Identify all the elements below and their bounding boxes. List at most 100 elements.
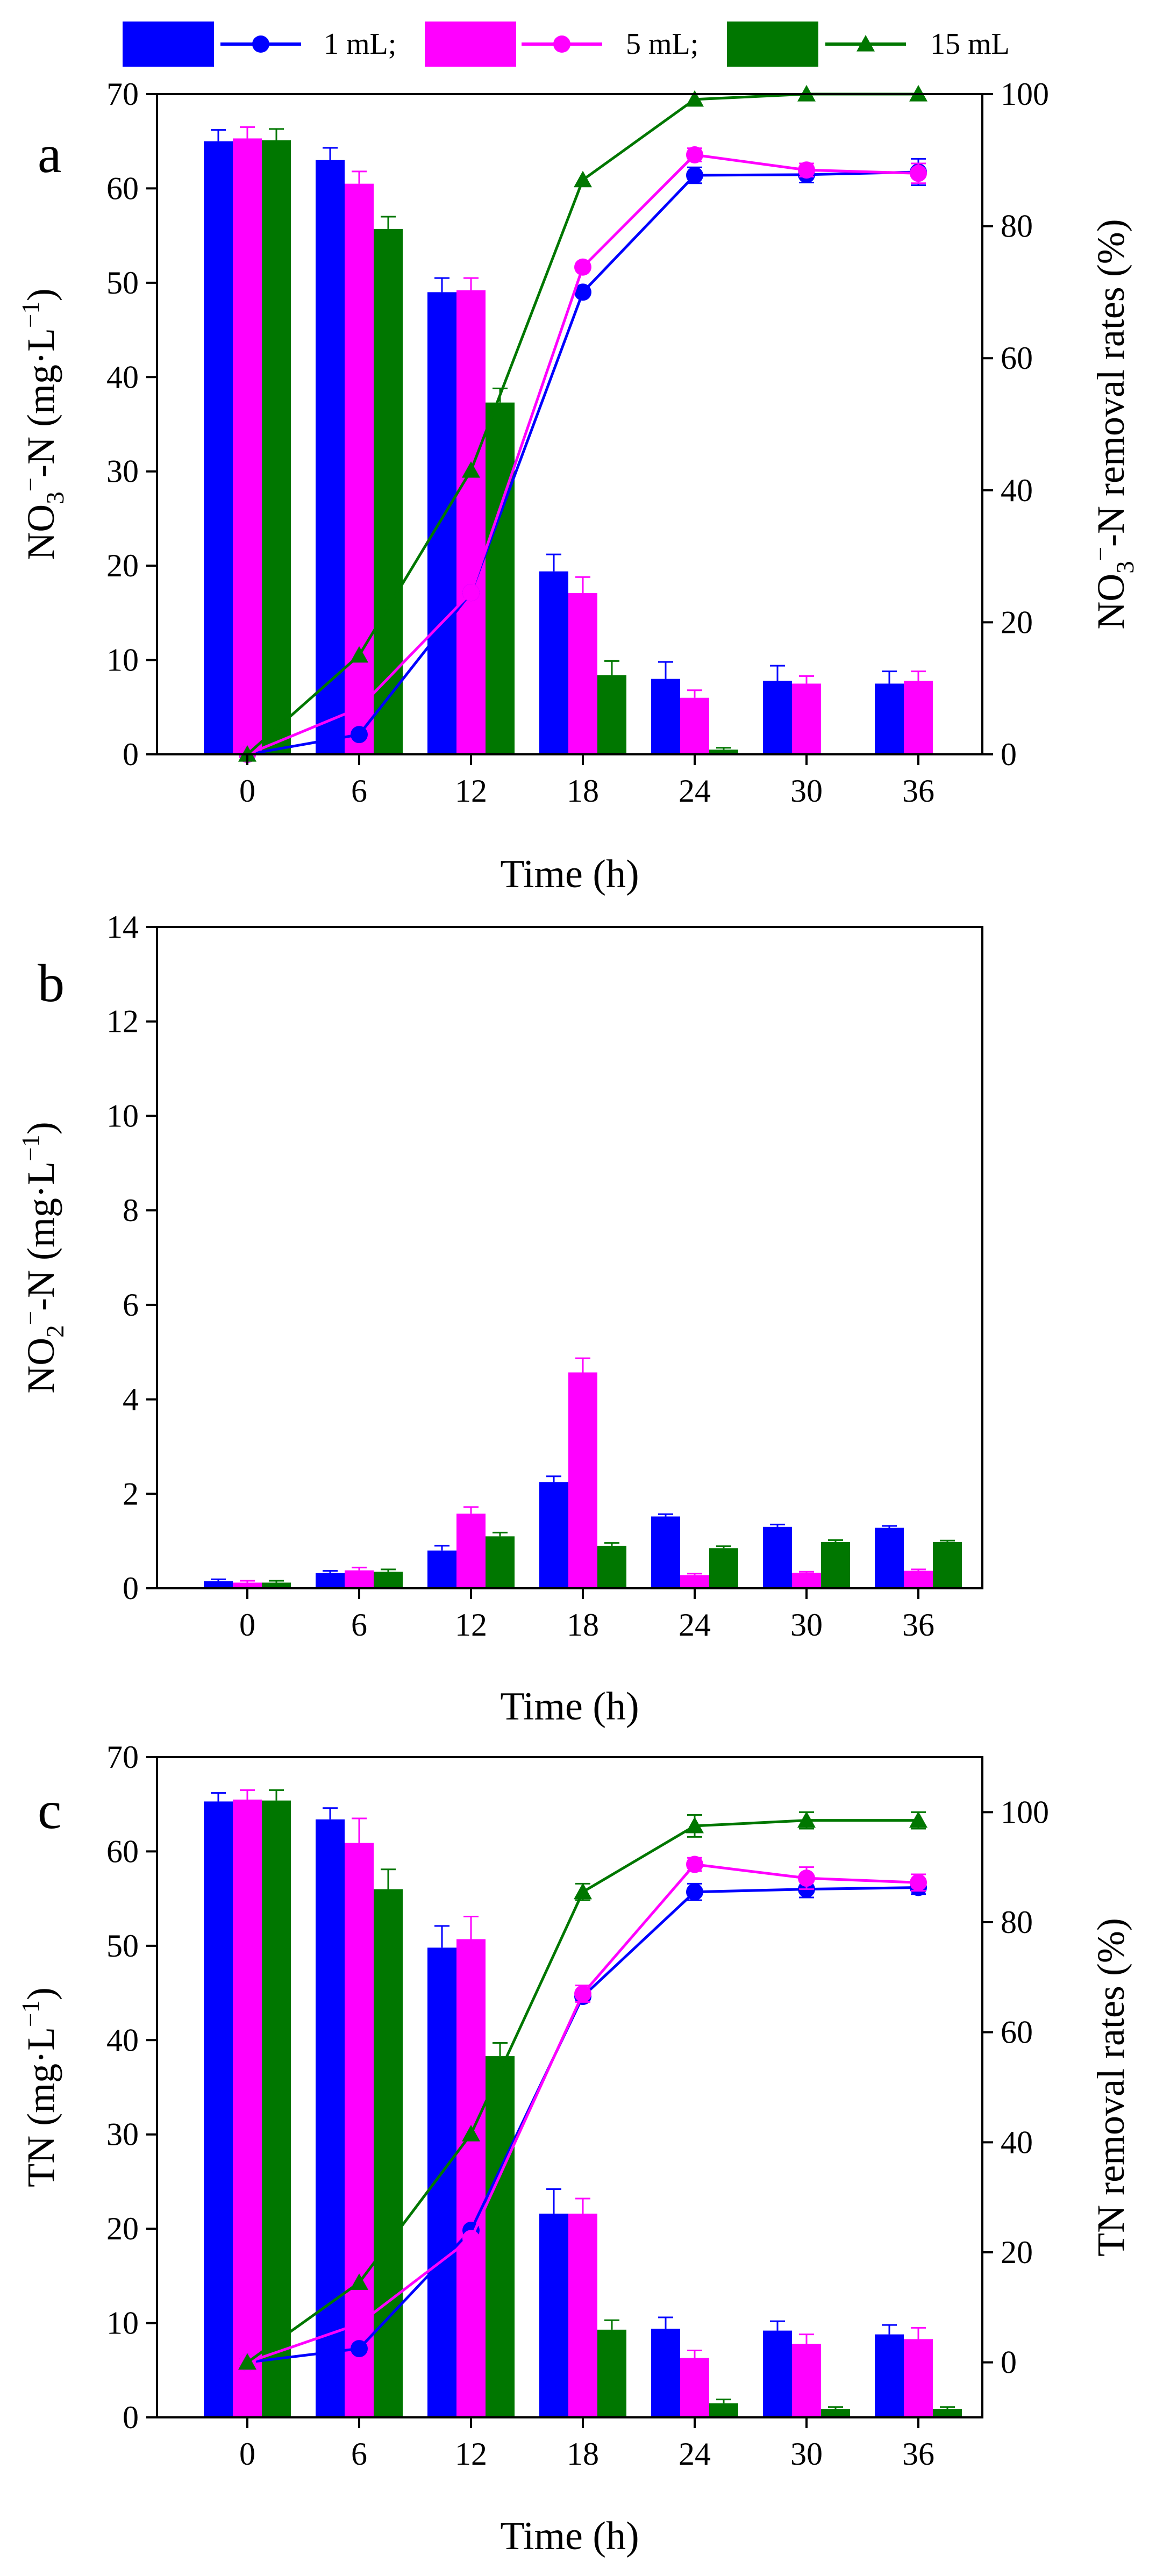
panel-letter: b [38, 953, 65, 1013]
x-tick-label: 12 [455, 1607, 487, 1643]
bar-series-3 [262, 1531, 962, 1588]
y-tick-label: 50 [106, 1928, 139, 1964]
x-tick-label: 36 [902, 1607, 934, 1643]
data-point [686, 1883, 703, 1901]
bar [568, 1372, 597, 1588]
y-tick-label: 10 [106, 643, 139, 678]
y-tick-label: 30 [106, 2117, 139, 2152]
data-point [462, 584, 480, 602]
data-point [686, 167, 703, 184]
bar [204, 141, 233, 754]
bar [680, 697, 709, 754]
y-tick-label: 0 [123, 737, 139, 772]
bar [875, 683, 904, 754]
bar [316, 160, 345, 754]
bar [651, 2329, 680, 2417]
bar [262, 1582, 291, 1588]
bar-series-3 [262, 128, 738, 755]
data-point [910, 1874, 927, 1892]
bar [792, 683, 821, 754]
y2-tick-label: 80 [1001, 209, 1033, 244]
x-tick-label: 18 [567, 1607, 599, 1643]
legend-marker [553, 35, 570, 53]
data-point [909, 1811, 927, 1828]
y2-tick-label: 0 [1001, 2345, 1017, 2380]
bar [792, 1573, 821, 1588]
y-tick-label: 0 [123, 1571, 139, 1606]
bar [539, 2214, 568, 2417]
bar [597, 1545, 626, 1588]
y-axis-title: NO2−-N (mg·L−1) [17, 1122, 69, 1394]
data-point [686, 90, 704, 107]
legend-label: 1 mL; [324, 27, 396, 61]
legend-item-3: 15 mL [727, 22, 1010, 67]
plot-frame [156, 93, 983, 755]
y2-tick-label: 40 [1001, 473, 1033, 508]
y-tick-label: 10 [106, 1098, 139, 1133]
x-tick-label: 24 [679, 2436, 711, 2472]
data-point [351, 2340, 368, 2358]
x-tick-label: 36 [902, 773, 934, 809]
y-tick-label: 14 [106, 909, 139, 945]
data-point [350, 646, 368, 663]
x-tick-label: 24 [679, 1607, 711, 1643]
x-tick-label: 18 [567, 2436, 599, 2472]
bar [597, 675, 626, 754]
x-tick-label: 0 [239, 1607, 255, 1643]
bar [904, 681, 933, 754]
bar [709, 1548, 738, 1588]
x-tick-label: 0 [239, 2436, 255, 2472]
bar [456, 1939, 486, 2417]
data-point [910, 165, 927, 182]
bar [568, 593, 597, 754]
bar [262, 1800, 291, 2417]
panel-a: 0 10 20 30 40 50 60 70 0 20 40 60 80 100 0 6 12 18 24 30 36 T… [17, 76, 1139, 896]
legend-swatch [123, 22, 214, 67]
y-tick-label: 50 [106, 265, 139, 301]
y2-tick-label: 20 [1001, 604, 1033, 640]
y2-tick-label: 60 [1001, 340, 1033, 376]
bar [233, 138, 262, 754]
legend-item-2: 5 mL; [425, 22, 698, 67]
panel-c: 0 10 20 30 40 50 60 70 0 20 40 60 80 100 0 6 12 18 24 30 36 T… [17, 1739, 1132, 2558]
bar-series-1 [204, 129, 904, 754]
data-point [686, 146, 703, 163]
y-tick-label: 20 [106, 548, 139, 583]
y-tick-label: 70 [106, 1739, 139, 1775]
legend-label: 15 mL [930, 27, 1010, 61]
x-tick-label: 6 [351, 2436, 367, 2472]
y-tick-label: 4 [123, 1382, 139, 1417]
y-tick-label: 2 [123, 1476, 139, 1511]
data-point [574, 1882, 592, 1900]
y2-tick-label: 100 [1001, 1794, 1049, 1830]
y-tick-label: 0 [123, 2400, 139, 2435]
legend-marker [857, 35, 875, 52]
bar [597, 2329, 626, 2417]
bar [233, 1582, 262, 1588]
bar [792, 2344, 821, 2417]
bar [456, 290, 486, 754]
bar [763, 681, 792, 754]
bar-series-1 [204, 1475, 904, 1588]
panel-letter: c [38, 1780, 61, 1840]
x-axis-title: Time (h) [500, 852, 639, 896]
data-point [351, 700, 368, 717]
bar [427, 1947, 456, 2417]
bar [904, 2339, 933, 2417]
bar [486, 2056, 515, 2417]
data-point [574, 258, 591, 276]
data-point [686, 1816, 704, 1833]
y-tick-label: 8 [123, 1193, 139, 1228]
y2-tick-label: 60 [1001, 2015, 1033, 2050]
bar-series-2 [233, 1357, 933, 1588]
bar [233, 1799, 262, 2417]
bar [651, 1516, 680, 1588]
x-tick-label: 0 [239, 773, 255, 809]
data-point [798, 1869, 815, 1887]
x-tick-label: 12 [455, 2436, 487, 2472]
line-series-3 [238, 1811, 927, 2370]
y-axis-title: NO3−-N (mg·L−1) [17, 288, 69, 560]
y-tick-label: 20 [106, 2211, 139, 2246]
